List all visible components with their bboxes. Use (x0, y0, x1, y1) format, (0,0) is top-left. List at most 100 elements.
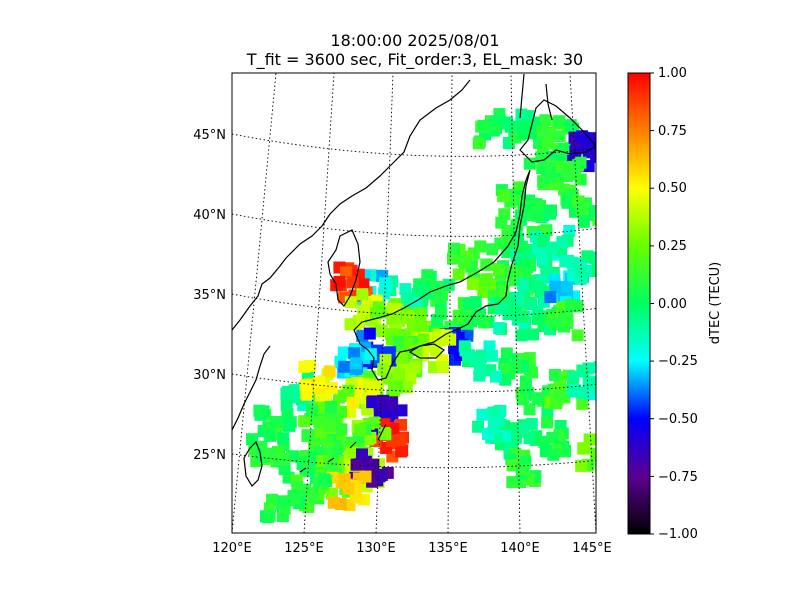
dtec-cell (370, 380, 383, 393)
dtec-cell (318, 473, 331, 486)
dtec-cell (606, 461, 618, 473)
dtec-cell (277, 432, 290, 445)
y-tick-40: 40°N (193, 208, 226, 223)
dtec-cell (416, 283, 429, 296)
colorbar (627, 72, 651, 535)
dtec-cell (554, 420, 567, 432)
dtec-cell (280, 399, 293, 412)
dtec-cell (516, 393, 529, 406)
dtec-cell (564, 119, 577, 132)
dtec-cell (490, 370, 502, 383)
dtec-cell (458, 340, 471, 353)
dtec-cell (320, 435, 333, 448)
dtec-cell (487, 406, 500, 419)
dtec-cell (339, 266, 352, 279)
cb-tick-05: 0.50 (658, 181, 687, 196)
dtec-cell (399, 283, 412, 296)
dtec-cell (576, 397, 589, 410)
dtec-cell (344, 406, 357, 419)
dtec-cell (375, 469, 388, 481)
cb-tick-025: 0.25 (658, 239, 687, 254)
dtec-cell (437, 361, 449, 374)
dtec-cell (497, 189, 510, 202)
dtec-cell (400, 381, 413, 394)
dtec-point-58 (546, 431, 559, 444)
dtec-cell (517, 278, 530, 291)
dtec-point-16 (560, 281, 573, 294)
dtec-cell (536, 125, 549, 138)
y-tick-25: 25°N (193, 448, 226, 463)
dtec-cell (324, 458, 337, 471)
dtec-point-13 (480, 273, 493, 286)
dtec-point-28 (531, 312, 544, 325)
dtec-cell (282, 385, 294, 398)
dtec-point-15 (531, 281, 544, 294)
dtec-cell (541, 137, 554, 150)
coastline (232, 73, 596, 487)
dtec-point-27 (502, 308, 515, 321)
dtec-cells (246, 108, 618, 524)
dtec-cell (501, 116, 513, 129)
dtec-cell (344, 318, 357, 331)
dtec-point-24 (415, 320, 428, 333)
graticule (232, 73, 596, 533)
dtec-cell (510, 250, 523, 263)
dtec-cell (304, 360, 317, 372)
dtec-cell (278, 463, 291, 476)
dtec-cell (287, 489, 300, 502)
dtec-cell (476, 408, 489, 421)
cb-tick-m1: −1.00 (658, 527, 698, 542)
dtec-cell (327, 496, 340, 509)
y-tick-45: 45°N (193, 128, 226, 143)
dtec-point-34 (349, 357, 362, 370)
dtec-cell (578, 442, 591, 455)
dtec-point-2 (553, 130, 566, 143)
dtec-cell (264, 429, 277, 442)
dtec-cell (298, 415, 311, 428)
dtec-cell (253, 404, 266, 417)
dtec-cell (523, 157, 536, 170)
dtec-cell (544, 291, 557, 304)
dtec-cell (299, 379, 312, 392)
dtec-cell (477, 119, 490, 132)
dtec-cell (576, 130, 589, 143)
dtec-cell (596, 458, 608, 470)
dtec-cell (523, 432, 536, 445)
y-tick-30: 30°N (193, 368, 226, 383)
cb-tick-m075: −0.75 (658, 470, 698, 485)
cb-tick-1: 1.00 (658, 66, 687, 81)
dtec-cell (577, 365, 590, 378)
dtec-cell (356, 288, 369, 301)
dtec-cell (350, 458, 363, 471)
colorbar-label: dTEC (TECU) (708, 262, 723, 345)
dtec-point-62 (590, 447, 596, 460)
dtec-point-17 (575, 265, 588, 278)
dtec-cell (602, 457, 614, 469)
dtec-cell (553, 115, 566, 128)
dtec-cell (283, 419, 296, 432)
dtec-cell (511, 353, 524, 366)
dtec-cell (560, 160, 573, 173)
dtec-cell (255, 440, 268, 453)
dtec-cell (499, 373, 512, 386)
dtec-cell (402, 309, 415, 322)
dtec-cell (421, 269, 434, 282)
dtec-cell (410, 344, 423, 357)
dtec-cell (506, 476, 519, 489)
dtec-cell (567, 370, 580, 383)
x-tick-120: 120°E (212, 541, 252, 556)
dtec-cell (559, 255, 572, 268)
dtec-cell (248, 443, 261, 456)
dtec-cell (375, 325, 388, 337)
dtec-cell (593, 382, 596, 395)
dtec-cell (535, 247, 548, 260)
dtec-cell (581, 250, 594, 263)
dtec-point-26 (473, 312, 486, 325)
dtec-cell (323, 365, 336, 378)
dtec-cell (597, 147, 609, 159)
dtec-point-65 (473, 355, 486, 368)
dtec-cell (516, 422, 529, 435)
dtec-cell (477, 285, 490, 298)
dtec-point-54 (313, 376, 326, 389)
dtec-cell (381, 372, 394, 385)
